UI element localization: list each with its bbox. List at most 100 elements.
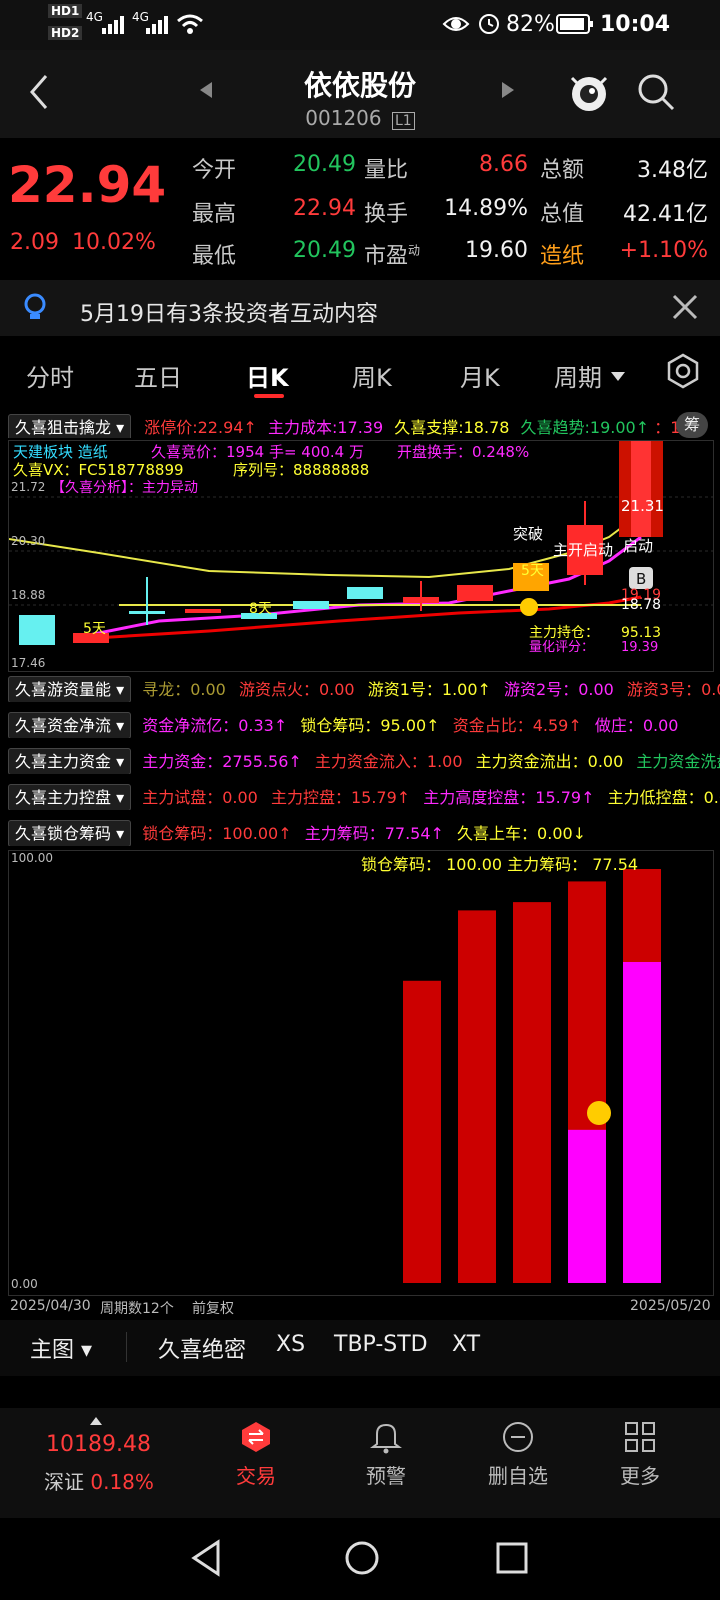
quote-panel: 22.94 2.09 10.02% 今开 20.49 量比 8.66 总额 3.… bbox=[0, 138, 720, 280]
ind-row-3-select[interactable]: 久喜主力控盘 ▾ bbox=[8, 784, 132, 810]
lock-chips-chart: 锁仓筹码： 100.00 主力筹码： 77.54 100.00 0.00 bbox=[8, 850, 714, 1296]
nav-more[interactable]: 更多 bbox=[580, 1420, 700, 1489]
ind-row-2-select[interactable]: 久喜主力资金 ▾ bbox=[8, 748, 132, 774]
value-turnover-amount: 3.48亿 bbox=[637, 158, 708, 183]
settings-hex-icon[interactable] bbox=[664, 352, 702, 390]
signal-label-1: 4G bbox=[86, 10, 103, 24]
label-volume-ratio: 量比 bbox=[364, 158, 409, 183]
label-pe: 市盈动 bbox=[364, 238, 420, 270]
index-value[interactable]: 10189.48 bbox=[46, 1432, 151, 1457]
back-icon[interactable] bbox=[24, 70, 54, 114]
tab-period[interactable]: 周期 bbox=[554, 364, 602, 392]
tab-five-day[interactable]: 五日 bbox=[134, 364, 182, 392]
y-label-top: 21.72 bbox=[11, 480, 45, 494]
next-stock-icon[interactable] bbox=[498, 78, 518, 102]
search-icon[interactable] bbox=[636, 72, 676, 112]
label-price-2131: 21.31 bbox=[621, 497, 664, 515]
tab-active-indicator bbox=[254, 394, 284, 398]
ind-row-1-name: 久喜资金净流 bbox=[15, 716, 112, 735]
clock: 10:04 bbox=[600, 12, 671, 37]
label-5day: 5天 bbox=[83, 621, 106, 637]
ind-row-0-item-1: 游资点火：0.00 bbox=[238, 680, 355, 699]
axis-adjust: 前复权 bbox=[192, 1301, 234, 1317]
ind-row-3-item-1: 主力控盘：15.79↑ bbox=[270, 788, 411, 807]
indicator1-header: 久喜狙击擒龙 ▾ 涨停价:22.94↑ 主力成本:17.39 久喜支撑:18.7… bbox=[8, 414, 720, 438]
price-change: 2.09 10.02% bbox=[10, 230, 156, 255]
indicator-hot-money: 久喜游资量能 ▾ 寻龙：0.00 游资点火：0.00 游资1号：1.00↑ 游资… bbox=[8, 676, 720, 702]
ind1-line2-a: 天建板块 造纸 bbox=[13, 443, 108, 461]
tool-secret[interactable]: 久喜绝密 bbox=[158, 1338, 247, 1363]
value-volume-ratio: 8.66 bbox=[479, 152, 528, 177]
trade-icon bbox=[242, 1422, 270, 1452]
system-recents-icon[interactable] bbox=[494, 1540, 530, 1576]
ind1-item-2: 久喜支撑:18.78 bbox=[394, 418, 510, 437]
label-1919: 19.19 bbox=[621, 587, 661, 603]
ind1-line2-c: 开盘换手：0.248% bbox=[397, 443, 530, 461]
stock-name: 依依股份 bbox=[303, 69, 416, 102]
ind-row-0-item-2: 游资1号：1.00↑ bbox=[367, 680, 491, 699]
tab-intraday[interactable]: 分时 bbox=[26, 364, 74, 392]
prev-stock-icon[interactable] bbox=[196, 78, 216, 102]
index-info[interactable]: 深证 0.18% bbox=[44, 1466, 154, 1495]
ind1-item-0: 涨停价:22.94↑ bbox=[144, 418, 257, 437]
ind-row-2-item-0: 主力资金：2755.56↑ bbox=[142, 752, 302, 771]
nav-remove-label: 删自选 bbox=[488, 1464, 548, 1488]
tool-xs[interactable]: XS bbox=[276, 1332, 306, 1357]
axis-period-count: 周期数12个 bbox=[100, 1301, 174, 1317]
nav-trade[interactable]: 交易 bbox=[196, 1420, 316, 1489]
lock-chip-bar bbox=[513, 902, 551, 1283]
nav-more-label: 更多 bbox=[620, 1464, 660, 1488]
index-name: 深证 bbox=[44, 1470, 84, 1494]
indicator-control: 久喜主力控盘 ▾ 主力试盘：0.00 主力控盘：15.79↑ 主力高度控盘：15… bbox=[8, 784, 720, 810]
tool-tbp[interactable]: TBP-STD bbox=[334, 1332, 428, 1357]
label-pe-sup: 动 bbox=[408, 243, 421, 258]
label-sector[interactable]: 造纸 bbox=[540, 244, 585, 269]
value-high: 22.94 bbox=[293, 196, 356, 221]
indicator-tools: 主图 ▾ 久喜绝密 XS TBP-STD XT bbox=[0, 1320, 720, 1376]
change-amount: 2.09 bbox=[10, 230, 59, 255]
index-percent: 0.18% bbox=[90, 1470, 154, 1494]
ind-row-1-item-0: 资金净流亿：0.33↑ bbox=[142, 716, 288, 735]
chip-button[interactable]: 筹 bbox=[676, 412, 708, 438]
indicator1-select[interactable]: 久喜狙击擒龙 ▾ bbox=[8, 414, 132, 438]
current-price: 22.94 bbox=[8, 156, 167, 214]
tool-xt[interactable]: XT bbox=[452, 1332, 481, 1357]
system-back-icon[interactable] bbox=[188, 1538, 224, 1578]
mascot-icon[interactable] bbox=[566, 68, 612, 114]
value-pe: 19.60 bbox=[465, 238, 528, 263]
divider bbox=[126, 1332, 127, 1362]
tab-daily-k[interactable]: 日K bbox=[246, 364, 289, 392]
close-icon[interactable] bbox=[670, 292, 700, 322]
ind1-item-3: 久喜趋势:19.00↑ bbox=[520, 418, 650, 437]
label-pe-text: 市盈 bbox=[364, 244, 409, 269]
nav-alert[interactable]: 预警 bbox=[326, 1420, 446, 1489]
ind-row-0-item-0: 寻龙：0.00 bbox=[142, 680, 226, 699]
money-bag-icon bbox=[520, 598, 538, 616]
ind-row-4-item-2: 久喜上车：0.00↓ bbox=[457, 824, 587, 843]
system-nav-bar bbox=[0, 1518, 720, 1600]
label-1878: 18.78 bbox=[621, 597, 661, 613]
label-turnover-amount: 总额 bbox=[540, 158, 585, 183]
label-market-cap: 总值 bbox=[540, 202, 585, 227]
main-chart: 5天 8天 突破 5天 主开启动 启动 21.31 B 19.19 18.78 … bbox=[8, 440, 714, 672]
tab-monthly-k[interactable]: 月K bbox=[460, 364, 500, 392]
ind-row-0-name: 久喜游资量能 bbox=[15, 680, 112, 699]
ind-row-2-name: 久喜主力资金 bbox=[15, 752, 112, 771]
tab-weekly-k[interactable]: 周K bbox=[352, 364, 392, 392]
nav-remove-watch[interactable]: 删自选 bbox=[458, 1420, 578, 1489]
ind-row-1-select[interactable]: 久喜资金净流 ▾ bbox=[8, 712, 132, 738]
label-open: 今开 bbox=[192, 158, 237, 183]
main-chart-select[interactable]: 主图 ▾ bbox=[30, 1338, 93, 1363]
main-chip-bar bbox=[623, 961, 661, 1283]
label-holding-value: 95.13 bbox=[621, 625, 661, 641]
main-chip-bar bbox=[568, 1129, 606, 1283]
ind-row-4-select[interactable]: 久喜锁仓筹码 ▾ bbox=[8, 820, 132, 846]
money-bag-icon bbox=[587, 1101, 611, 1125]
ind-row-0-select[interactable]: 久喜游资量能 ▾ bbox=[8, 676, 132, 702]
ind-row-4-item-0: 锁仓筹码：100.00↑ bbox=[142, 824, 292, 843]
indicator-main-funds: 久喜主力资金 ▾ 主力资金：2755.56↑ 主力资金流入：1.00 主力资金流… bbox=[8, 748, 720, 774]
ind1-item-1: 主力成本:17.39 bbox=[267, 418, 384, 437]
notice-bar[interactable]: 5月19日有3条投资者互动内容 bbox=[0, 280, 720, 336]
system-home-icon[interactable] bbox=[342, 1538, 382, 1578]
label-start: 启动 bbox=[623, 537, 653, 555]
